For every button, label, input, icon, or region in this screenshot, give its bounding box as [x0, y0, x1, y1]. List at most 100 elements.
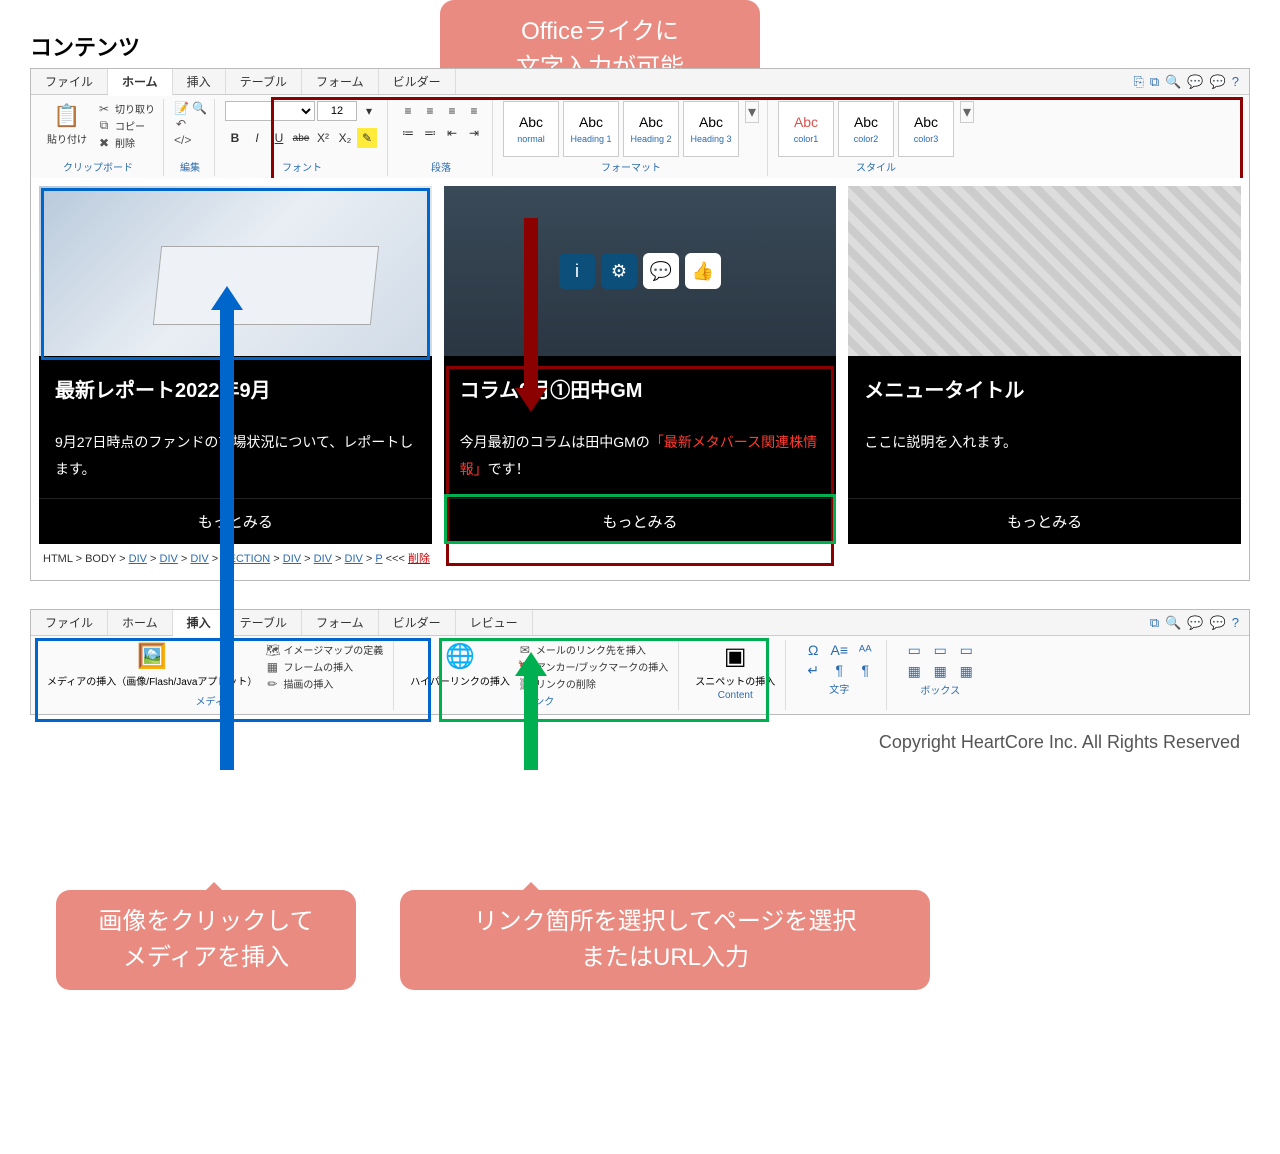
box-icon-2[interactable]: ▭: [929, 642, 951, 659]
qi-1[interactable]: ⎘: [1134, 74, 1144, 90]
insert-snippet-button[interactable]: ▣スニペットの挿入: [695, 642, 775, 688]
ltr-icon[interactable]: ¶: [828, 662, 850, 679]
edit-btn-1[interactable]: 📝🔍: [174, 101, 206, 115]
qi-3[interactable]: 🔍: [1165, 74, 1181, 90]
card-2-image[interactable]: i ⚙ 💬 👍: [444, 186, 837, 356]
card-1-image[interactable]: [39, 186, 432, 356]
format-h2[interactable]: AbcHeading 2: [623, 101, 679, 157]
omega-icon[interactable]: Ω: [802, 642, 824, 658]
tab2-review[interactable]: レビュー: [456, 610, 533, 635]
tab2-home[interactable]: ホーム: [108, 610, 173, 635]
insert-hyperlink-button[interactable]: 🌐ハイパーリンクの挿入: [410, 642, 510, 688]
qi2-3[interactable]: 💬: [1187, 615, 1203, 631]
qi2-help[interactable]: ?: [1232, 615, 1239, 631]
box-icon-6[interactable]: ▦: [955, 663, 977, 680]
indent-button[interactable]: ⇥: [464, 123, 484, 143]
bc-div6[interactable]: DIV: [345, 553, 363, 565]
box-icon-5[interactable]: ▦: [929, 663, 951, 680]
qi2-1[interactable]: ⧉: [1150, 615, 1159, 631]
superscript-button[interactable]: X²: [313, 128, 333, 148]
strike-button[interactable]: abe: [291, 128, 311, 148]
bc-html[interactable]: HTML: [43, 553, 73, 565]
qi-5[interactable]: 💬: [1210, 74, 1226, 90]
tab-home[interactable]: ホーム: [108, 69, 173, 96]
font-family-select[interactable]: [225, 101, 315, 121]
bc-div2[interactable]: DIV: [160, 553, 178, 565]
bold-button[interactable]: B: [225, 128, 245, 148]
style-color3[interactable]: Abccolor3: [898, 101, 954, 157]
cut-button[interactable]: ✂切り取り: [97, 101, 155, 116]
dropdown-icon[interactable]: ▾: [359, 101, 379, 121]
card-2-cta[interactable]: もっとみる: [444, 498, 837, 544]
align-center-button[interactable]: ≡: [420, 101, 440, 121]
highlight-button[interactable]: ✎: [357, 128, 377, 148]
align-justify-button[interactable]: ≡: [464, 101, 484, 121]
font-size-select[interactable]: [317, 101, 357, 121]
card-1[interactable]: 最新レポート2022年9月 9月27日時点のファンドの市場状況について、レポート…: [39, 186, 432, 544]
qi-help[interactable]: ?: [1232, 74, 1239, 90]
format-gallery-more[interactable]: ▾: [745, 101, 759, 123]
bc-suffix: <<<: [386, 553, 408, 565]
qi-4[interactable]: 💬: [1187, 74, 1203, 90]
format-h3[interactable]: AbcHeading 3: [683, 101, 739, 157]
bc-div4[interactable]: DIV: [283, 553, 301, 565]
copy-button[interactable]: ⧉コピー: [97, 118, 155, 133]
snippet-icon: ▣: [724, 642, 747, 671]
ribbon-home: ファイル ホーム 挿入 テーブル フォーム ビルダー ⎘⧉🔍💬💬? 📋貼り付け …: [30, 68, 1250, 179]
tab2-file[interactable]: ファイル: [31, 610, 108, 635]
rtl-icon[interactable]: ¶: [854, 662, 876, 679]
tab2-table[interactable]: テーブル: [226, 610, 302, 635]
imagemap-button[interactable]: 🗺イメージマップの定義: [265, 642, 383, 657]
format-h1[interactable]: AbcHeading 1: [563, 101, 619, 157]
tab2-form[interactable]: フォーム: [302, 610, 379, 635]
qi2-4[interactable]: 💬: [1210, 615, 1226, 631]
box-icon-1[interactable]: ▭: [903, 642, 925, 659]
format-normal[interactable]: Abcnormal: [503, 101, 559, 157]
outdent-button[interactable]: ⇤: [442, 123, 462, 143]
remove-link-button[interactable]: ⛓リンクの削除: [518, 676, 668, 691]
tab2-insert[interactable]: 挿入: [173, 610, 226, 637]
bc-body[interactable]: BODY: [85, 553, 116, 565]
edit-btn-2[interactable]: ↶: [174, 117, 206, 131]
list-number-button[interactable]: ≕: [420, 123, 440, 143]
card-3-image[interactable]: [848, 186, 1241, 356]
box-icon-3[interactable]: ▭: [955, 642, 977, 659]
card-1-cta[interactable]: もっとみる: [39, 498, 432, 544]
paste-button[interactable]: 📋貼り付け: [41, 101, 93, 148]
bc-p[interactable]: P: [375, 553, 382, 565]
style-gallery-more[interactable]: ▾: [960, 101, 974, 123]
bc-div3[interactable]: DIV: [190, 553, 208, 565]
swatch-label: color3: [914, 134, 939, 144]
card-3-cta[interactable]: もっとみる: [848, 498, 1241, 544]
italic-button[interactable]: I: [247, 128, 267, 148]
tab2-builder[interactable]: ビルダー: [379, 610, 456, 635]
card-3[interactable]: メニュータイトル ここに説明を入れます。 もっとみる: [848, 186, 1241, 544]
edit-btn-3[interactable]: </>: [174, 133, 206, 147]
delete-button[interactable]: ✖削除: [97, 135, 155, 150]
tab-file[interactable]: ファイル: [31, 69, 108, 94]
draw-button[interactable]: ✏描画の挿入: [265, 676, 383, 691]
bc-div5[interactable]: DIV: [314, 553, 332, 565]
underline-button[interactable]: U: [269, 128, 289, 148]
font-a-icon[interactable]: A≡: [828, 642, 850, 658]
tab-form[interactable]: フォーム: [302, 69, 379, 94]
card-2[interactable]: i ⚙ 💬 👍 コラム9月①田中GM 今月最初のコラムは田中GMの「最新メタバー…: [444, 186, 837, 544]
style-color1[interactable]: Abccolor1: [778, 101, 834, 157]
frame-button[interactable]: ▦フレームの挿入: [265, 659, 383, 674]
tab-builder[interactable]: ビルダー: [379, 69, 456, 94]
bc-div1[interactable]: DIV: [129, 553, 147, 565]
align-right-button[interactable]: ≡: [442, 101, 462, 121]
bc-delete[interactable]: 削除: [408, 553, 430, 565]
qi2-2[interactable]: 🔍: [1165, 615, 1181, 631]
subscript-button[interactable]: X₂: [335, 128, 355, 148]
return-icon[interactable]: ↵: [802, 662, 824, 679]
tab-insert[interactable]: 挿入: [173, 69, 226, 94]
box-icon-4[interactable]: ▦: [903, 663, 925, 680]
ruby-icon[interactable]: ᴬᴬ: [854, 642, 876, 658]
abc-text: Abc: [639, 114, 663, 130]
tab-table[interactable]: テーブル: [226, 69, 302, 94]
align-left-button[interactable]: ≡: [398, 101, 418, 121]
style-color2[interactable]: Abccolor2: [838, 101, 894, 157]
qi-2[interactable]: ⧉: [1150, 74, 1159, 90]
list-bullet-button[interactable]: ≔: [398, 123, 418, 143]
